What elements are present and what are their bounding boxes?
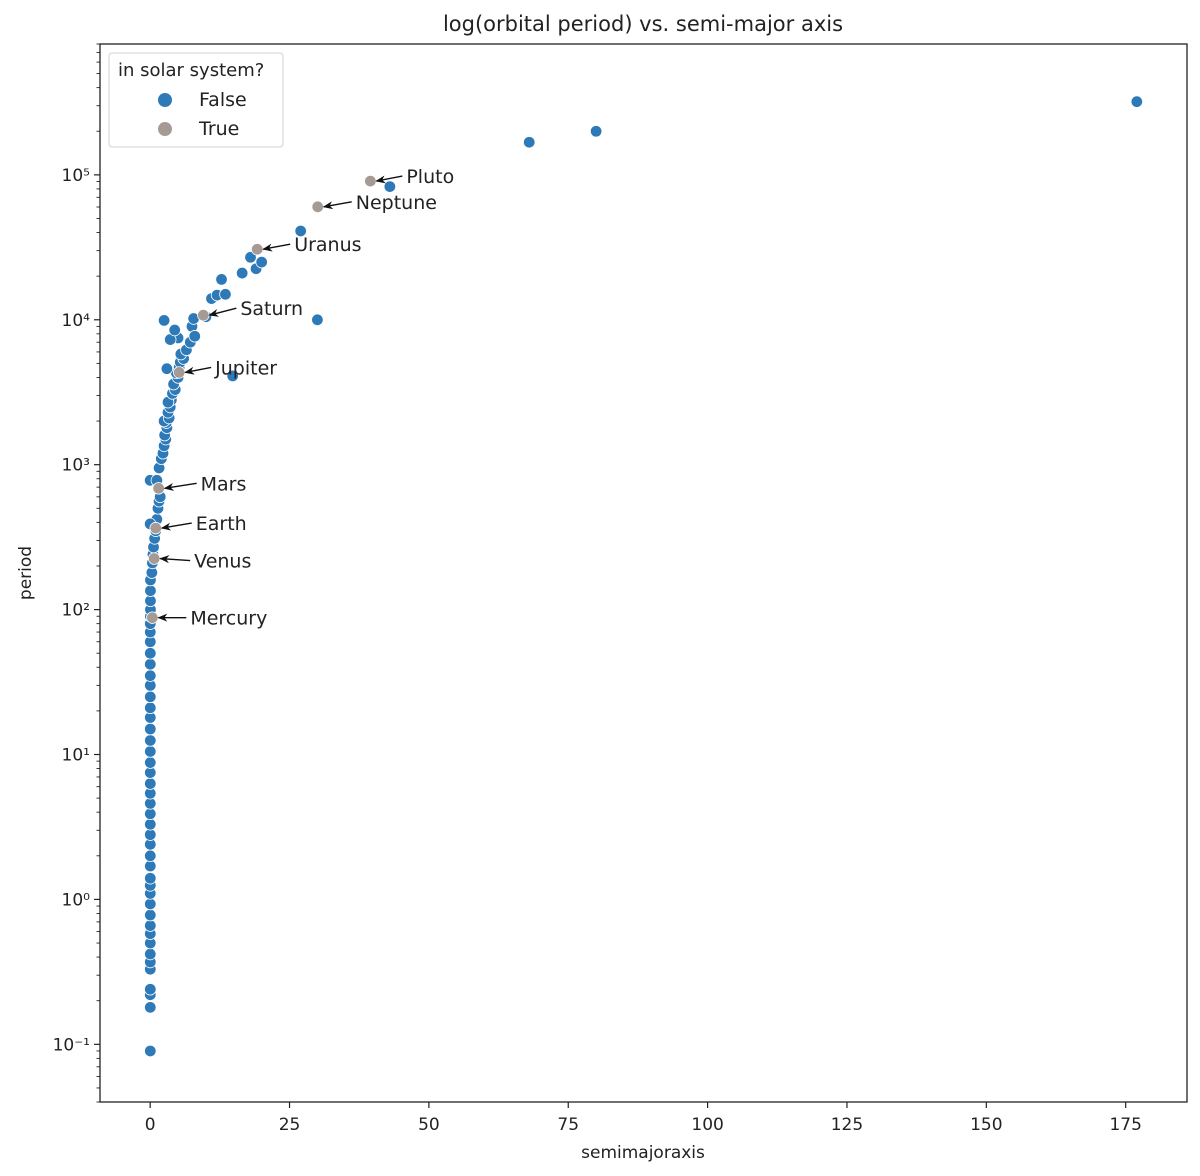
annotation-arrow bbox=[159, 555, 191, 564]
annotation-label: Uranus bbox=[294, 234, 361, 256]
data-point-false bbox=[226, 369, 239, 383]
annotation-arrow bbox=[262, 243, 291, 252]
annotation-arrow bbox=[322, 201, 352, 210]
data-point-false bbox=[294, 224, 307, 238]
data-point-true bbox=[250, 243, 264, 256]
data-point-false bbox=[244, 251, 257, 264]
data-point-false bbox=[144, 722, 157, 736]
y-tick-label: 10³ bbox=[62, 456, 90, 476]
annotation-arrow bbox=[184, 366, 212, 375]
data-point-false bbox=[144, 947, 157, 961]
x-axis-label: semimajoraxis bbox=[581, 1143, 705, 1163]
data-point-false bbox=[144, 657, 157, 671]
annotation-arrow bbox=[375, 175, 403, 184]
legend-marker-false bbox=[158, 93, 172, 107]
data-point-false bbox=[188, 330, 201, 343]
annotation-label: Venus bbox=[194, 551, 251, 573]
x-tick-label: 125 bbox=[831, 1115, 863, 1135]
data-point-false bbox=[235, 266, 249, 280]
data-point-true bbox=[364, 174, 377, 188]
annotation-label: Jupiter bbox=[214, 357, 277, 379]
chart-title: log(orbital period) vs. semi-major axis bbox=[443, 12, 843, 36]
y-tick-label: 10⁰ bbox=[62, 890, 91, 910]
data-point-false bbox=[144, 584, 157, 597]
legend-label-true: True bbox=[198, 118, 239, 140]
y-tick-label: 10⁵ bbox=[62, 166, 90, 186]
data-point-false bbox=[144, 897, 157, 911]
x-axis: 0 25 50 75 100 125 150 175 bbox=[145, 1102, 1142, 1135]
annotation-arrow bbox=[160, 522, 192, 531]
plot-frame bbox=[99, 43, 1188, 1103]
data-point-false bbox=[144, 983, 157, 996]
data-point-false bbox=[168, 323, 181, 337]
annotation-label: Saturn bbox=[240, 298, 303, 320]
annotation-arrow bbox=[208, 307, 237, 317]
data-point-false bbox=[144, 777, 157, 790]
y-tick-label: 10² bbox=[62, 601, 90, 621]
annotation-label: Pluto bbox=[406, 166, 454, 188]
data-point-true bbox=[149, 521, 162, 535]
data-point-true bbox=[147, 552, 161, 565]
annotation-arrow bbox=[163, 482, 197, 491]
data-point-false bbox=[144, 756, 157, 769]
legend-marker-true bbox=[158, 122, 172, 136]
data-point-false bbox=[1130, 95, 1144, 108]
data-point-false bbox=[311, 313, 324, 326]
data-point-false bbox=[255, 255, 268, 269]
data-point-false bbox=[144, 828, 157, 841]
data-point-false bbox=[157, 314, 171, 327]
x-tick-label: 25 bbox=[279, 1115, 301, 1135]
data-point-false bbox=[144, 849, 157, 863]
y-axis-label: period bbox=[16, 546, 36, 600]
data-point-false bbox=[589, 125, 603, 138]
data-point-false bbox=[144, 872, 157, 885]
data-points bbox=[143, 95, 1144, 1058]
data-point-false bbox=[144, 908, 157, 922]
data-point-false bbox=[144, 647, 157, 660]
y-tick-label: 10⁻¹ bbox=[53, 1035, 90, 1055]
data-point-true bbox=[311, 200, 324, 214]
data-point-false bbox=[144, 690, 157, 704]
data-point-true bbox=[146, 611, 159, 624]
legend-label-false: False bbox=[199, 89, 247, 111]
annotations: Mercury Venus Earth Mars Jupiter Saturn Uranus… bbox=[157, 166, 454, 630]
data-point-false bbox=[144, 1044, 157, 1058]
data-point-false bbox=[144, 701, 157, 715]
legend-box bbox=[108, 52, 284, 148]
x-tick-label: 75 bbox=[557, 1115, 579, 1135]
data-point-false bbox=[160, 362, 174, 375]
y-tick-label: 10¹ bbox=[62, 746, 90, 766]
x-tick-label: 150 bbox=[970, 1115, 1002, 1135]
legend: in solar system? False True bbox=[108, 52, 284, 148]
data-point-false bbox=[144, 1001, 157, 1014]
annotation-label: Mercury bbox=[190, 608, 267, 630]
annotation-label: Earth bbox=[196, 513, 247, 535]
data-point-false bbox=[144, 745, 157, 758]
data-point-false bbox=[383, 180, 397, 193]
data-point-true bbox=[152, 482, 165, 495]
annotation-label: Neptune bbox=[356, 192, 437, 214]
data-point-false bbox=[144, 919, 157, 932]
data-point-false bbox=[219, 288, 232, 301]
data-point-true bbox=[197, 308, 210, 322]
y-axis: 10⁻¹ 10⁰ 10¹ 10² 10³ 10⁴ 10⁵ bbox=[53, 43, 100, 1103]
data-point-false bbox=[144, 734, 157, 747]
data-point-false bbox=[215, 273, 228, 286]
legend-title: in solar system? bbox=[118, 60, 264, 81]
data-point-false bbox=[144, 818, 157, 831]
x-tick-label: 100 bbox=[691, 1115, 723, 1135]
x-tick-label: 175 bbox=[1109, 1115, 1141, 1135]
data-point-false bbox=[144, 807, 157, 820]
x-tick-label: 0 bbox=[145, 1115, 156, 1135]
x-tick-label: 50 bbox=[418, 1115, 440, 1135]
data-point-false bbox=[144, 669, 157, 682]
data-point-false bbox=[523, 136, 536, 149]
y-tick-label: 10⁴ bbox=[62, 311, 91, 331]
data-point-true bbox=[172, 366, 186, 379]
annotation-label: Mars bbox=[201, 473, 247, 495]
